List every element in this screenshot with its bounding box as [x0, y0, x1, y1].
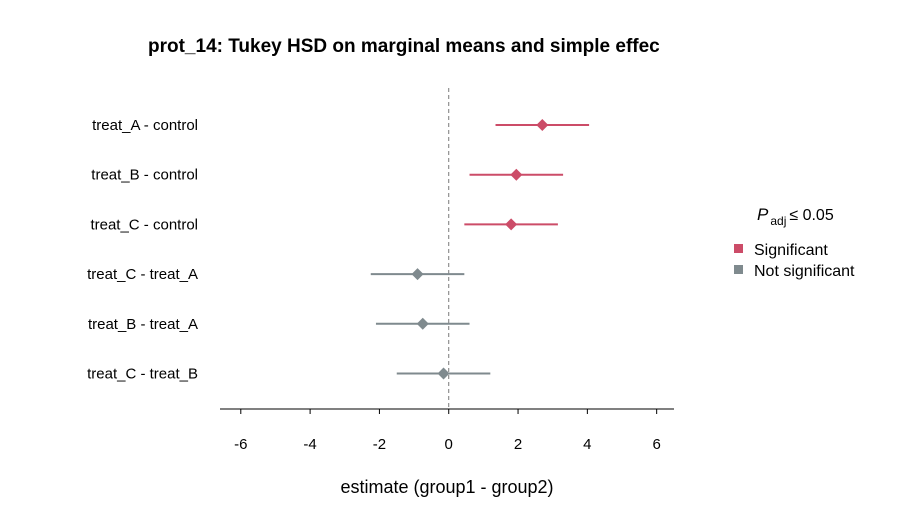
- estimate-point: [416, 317, 429, 330]
- estimate-point: [505, 218, 518, 231]
- legend-label: Not significant: [754, 263, 855, 280]
- x-tick-label: -2: [373, 436, 386, 453]
- comparison-row: [370, 268, 465, 281]
- plot-area: [370, 88, 590, 409]
- comparison-label: treat_B - treat_A: [88, 316, 198, 333]
- legend-label: Significant: [754, 242, 828, 259]
- y-axis-labels: treat_A - control treat_B - control treat_…: [87, 117, 198, 383]
- legend-item: Not significant: [734, 263, 855, 280]
- x-tick-label: 2: [514, 436, 522, 453]
- estimate-point: [411, 268, 424, 281]
- comparison-label: treat_C - treat_B: [87, 366, 198, 383]
- legend-swatch: [734, 265, 743, 274]
- legend-swatch: [734, 244, 743, 253]
- estimate-point: [536, 119, 549, 131]
- comparison-label: treat_C - control: [90, 216, 198, 233]
- comparison-label: treat_A - control: [92, 117, 198, 134]
- comparison-row: [469, 168, 564, 181]
- x-axis-title: estimate (group1 - group2): [340, 477, 553, 497]
- x-tick-label: -6: [234, 436, 247, 453]
- comparison-row: [396, 367, 491, 380]
- x-tick-label: 4: [583, 436, 591, 453]
- comparison-row: [495, 119, 590, 131]
- comparison-row: [464, 218, 558, 231]
- legend-item: Significant: [734, 242, 828, 259]
- estimate-point: [510, 168, 523, 181]
- comparison-row: [375, 317, 470, 330]
- x-tick-label: 0: [445, 436, 453, 453]
- x-axis: -6 -4 -2 0 2 4 6: [220, 408, 674, 453]
- x-tick-label: 6: [652, 436, 660, 453]
- comparison-label: treat_C - treat_A: [87, 266, 198, 283]
- chart-title: prot_14: Tukey HSD on marginal means and…: [148, 36, 660, 57]
- x-tick-label: -4: [303, 436, 316, 453]
- estimate-point: [437, 367, 450, 380]
- comparison-label: treat_B - control: [91, 167, 198, 184]
